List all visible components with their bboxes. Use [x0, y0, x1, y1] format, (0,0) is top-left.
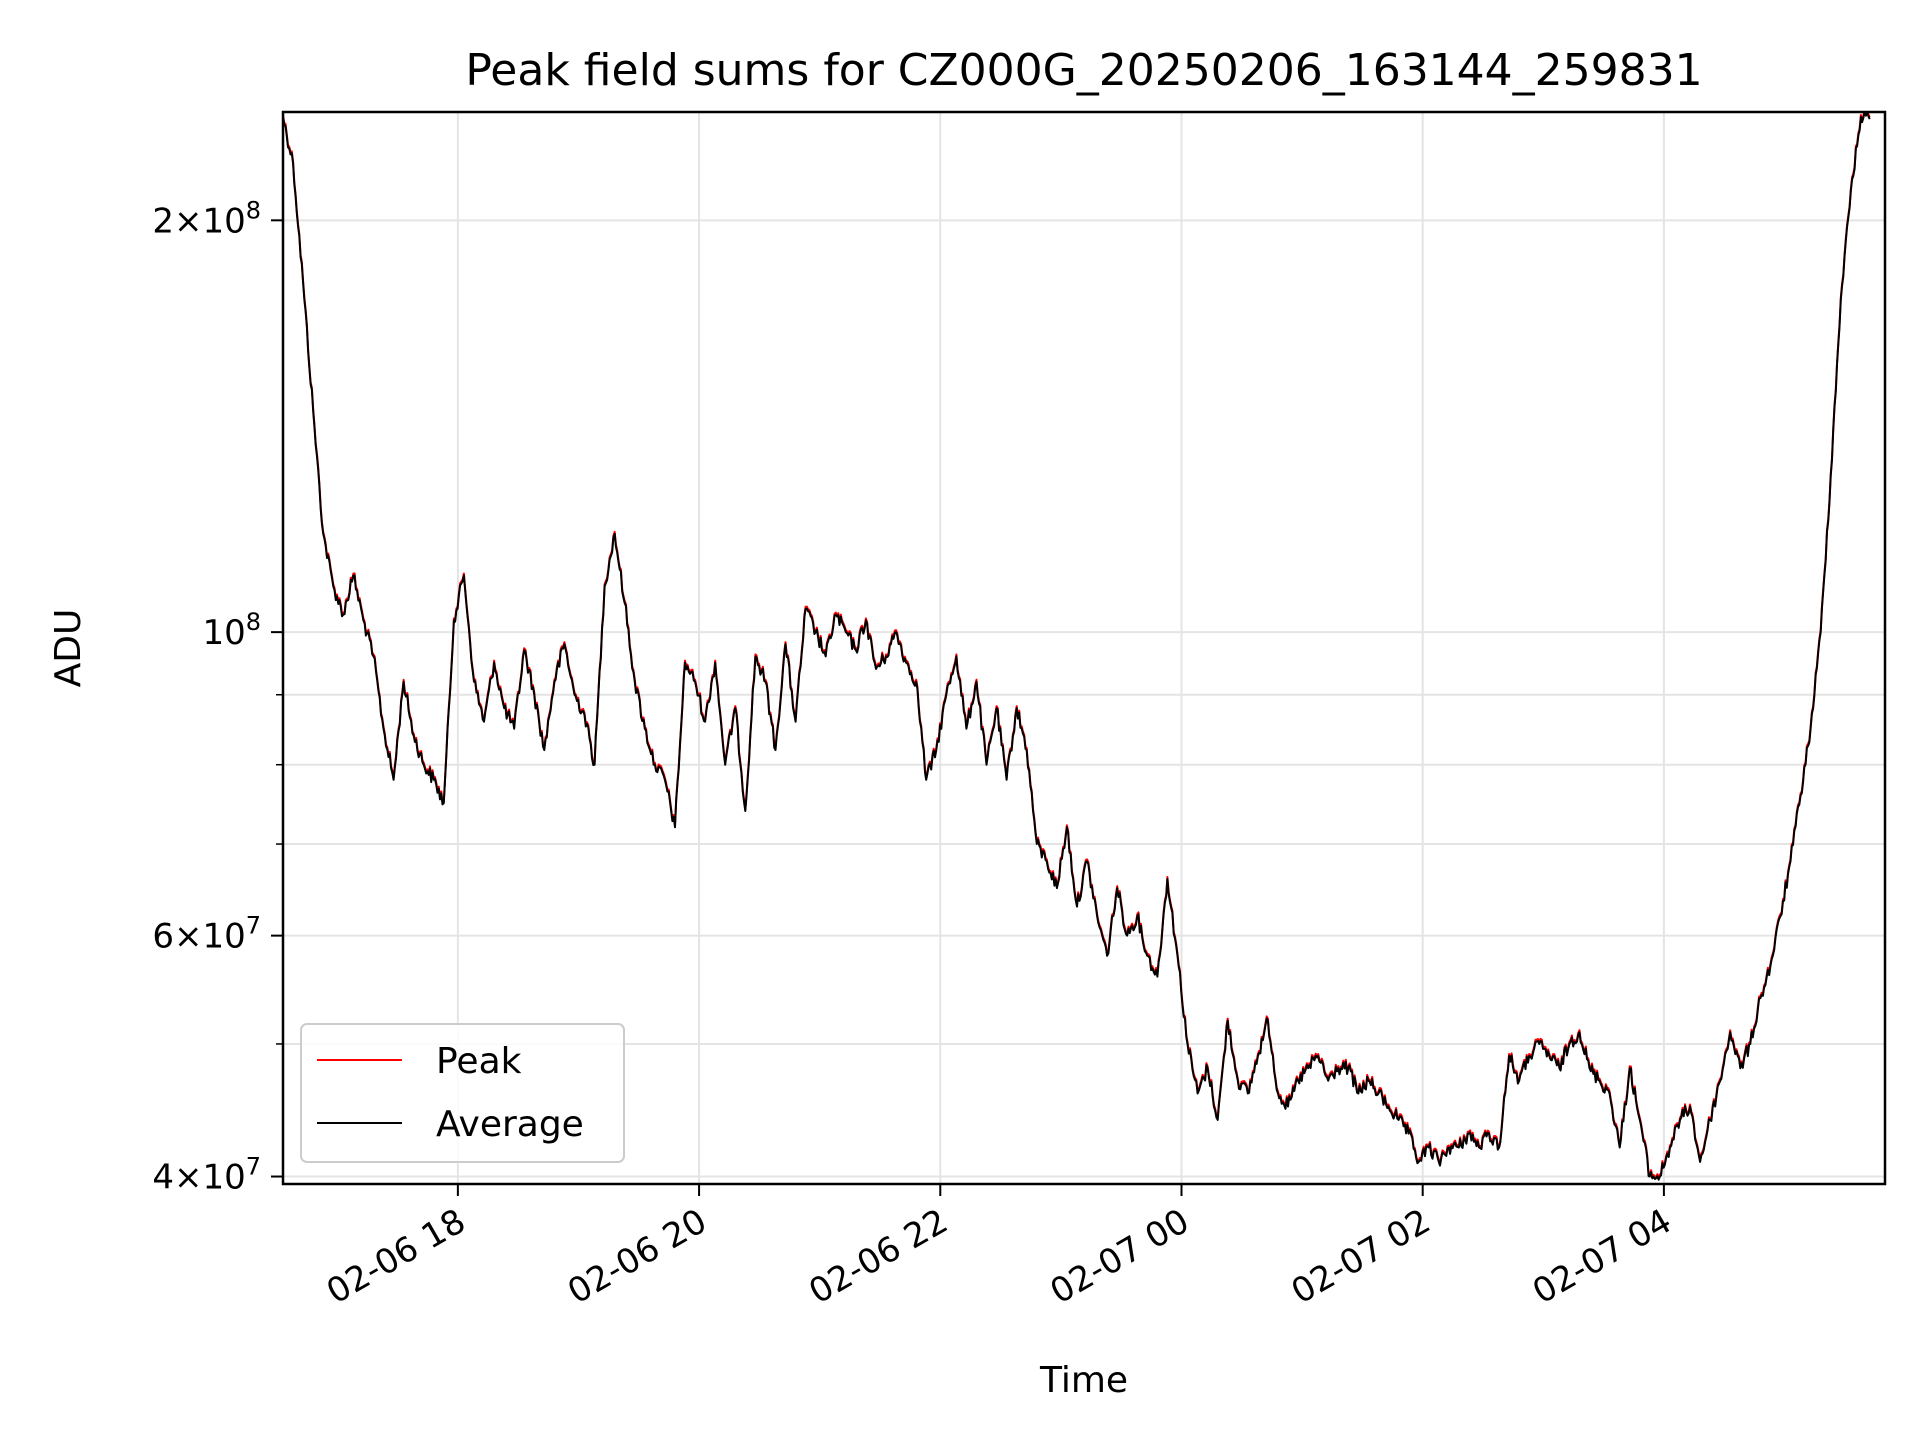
legend-label-average: Average [436, 1104, 584, 1145]
x-axis-label: Time [1039, 1360, 1128, 1401]
y-tick-label: 6×107 [152, 912, 261, 957]
legend: Peak Average [300, 1023, 625, 1163]
y-tick-label: 4×107 [152, 1153, 261, 1198]
plot-frame [281, 110, 1887, 1186]
y-axis-ticks: 4×107 6×107 108 2×108 [152, 196, 283, 1198]
grid-lines [283, 112, 1885, 1184]
legend-label-peak: Peak [436, 1041, 522, 1082]
chart-title: Peak field sums for CZ000G_20250206_1631… [465, 45, 1702, 96]
y-tick-label: 108 [202, 608, 261, 653]
series-layer [283, 112, 1871, 1181]
series-line-average [283, 112, 1871, 1181]
y-axis-label: ADU [48, 609, 89, 688]
y-tick-label: 2×108 [152, 196, 261, 241]
legend-box [300, 1023, 625, 1163]
